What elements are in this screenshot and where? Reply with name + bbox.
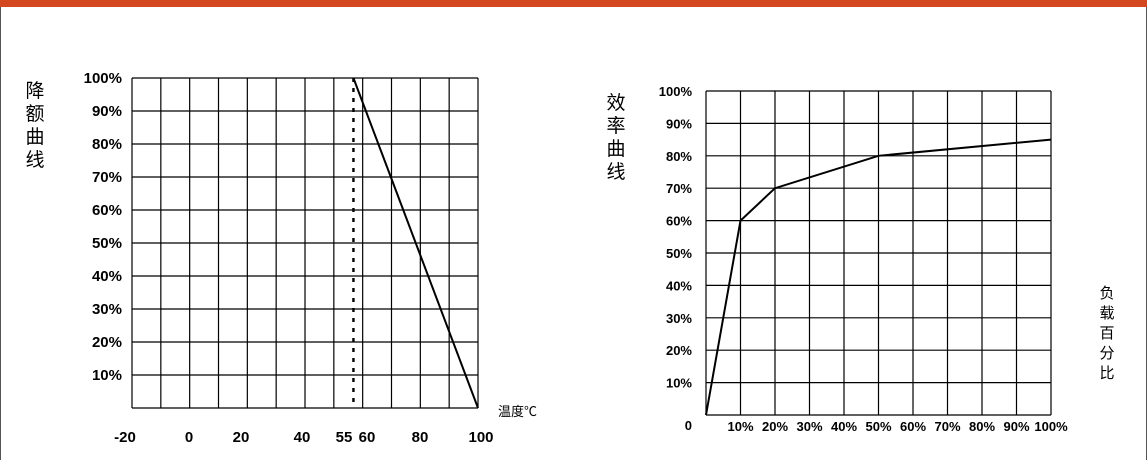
efficiency-ytick-label: 30% <box>666 311 692 326</box>
derating-curve-line <box>352 77 479 409</box>
efficiency-ytick-label: 10% <box>666 376 692 391</box>
derating-xtick-label: 0 <box>185 429 193 446</box>
efficiency-ylabel: 效率曲线 <box>606 93 626 183</box>
efficiency-xtick-label: 80% <box>969 419 995 434</box>
efficiency-ytick-label: 0 <box>685 418 692 433</box>
efficiency-ytick-label: 80% <box>666 149 692 164</box>
derating-ytick-label: 90% <box>92 103 122 120</box>
derating-ytick-label: 60% <box>92 202 122 219</box>
derating-ytick-label: 40% <box>92 268 122 285</box>
efficiency-xlabel: 负载百分比 <box>1099 285 1115 382</box>
efficiency-ytick-label: 70% <box>666 181 692 196</box>
derating-xtick-label: 100 <box>468 429 493 446</box>
efficiency-xtick-label: 70% <box>934 419 960 434</box>
derating-xlabel: 温度℃ <box>498 404 538 419</box>
efficiency-xtick-label: 50% <box>865 419 891 434</box>
efficiency-xtick-label: 10% <box>727 419 753 434</box>
derating-ytick-label: 20% <box>92 334 122 351</box>
derating-xtick-label: 20 <box>233 429 250 446</box>
efficiency-ytick-label: 90% <box>666 116 692 131</box>
efficiency-xtick-label: 40% <box>831 419 857 434</box>
efficiency-ytick-label: 100% <box>659 84 693 99</box>
efficiency-ytick-label: 50% <box>666 246 692 261</box>
efficiency-xtick-label: 90% <box>1003 419 1029 434</box>
derating-xtick-label: 55 <box>336 429 353 446</box>
efficiency-ytick-label: 60% <box>666 214 692 229</box>
efficiency-ytick-label: 20% <box>666 343 692 358</box>
efficiency-ytick-label: 40% <box>666 278 692 293</box>
derating-ytick-label: 50% <box>92 235 122 252</box>
derating-ytick-label: 100% <box>84 70 122 87</box>
efficiency-curve-line <box>705 138 1052 416</box>
derating-xtick-label: 60 <box>359 429 376 446</box>
derating-ytick-label: 70% <box>92 169 122 186</box>
derating-xtick-label: 80 <box>412 429 429 446</box>
efficiency-xtick-label: 20% <box>762 419 788 434</box>
top-accent-bar <box>0 0 1147 7</box>
derating-ylabel: 降额曲线 <box>25 81 45 171</box>
derating-ytick-label: 10% <box>92 367 122 384</box>
derating-xtick-label: -20 <box>114 429 136 446</box>
derating-ytick-label: 80% <box>92 136 122 153</box>
efficiency-xtick-label: 60% <box>900 419 926 434</box>
derating-xtick-label: 40 <box>294 429 311 446</box>
efficiency-xtick-label: 100% <box>1034 419 1068 434</box>
efficiency-xtick-label: 30% <box>796 419 822 434</box>
derating-ytick-label: 30% <box>92 301 122 318</box>
